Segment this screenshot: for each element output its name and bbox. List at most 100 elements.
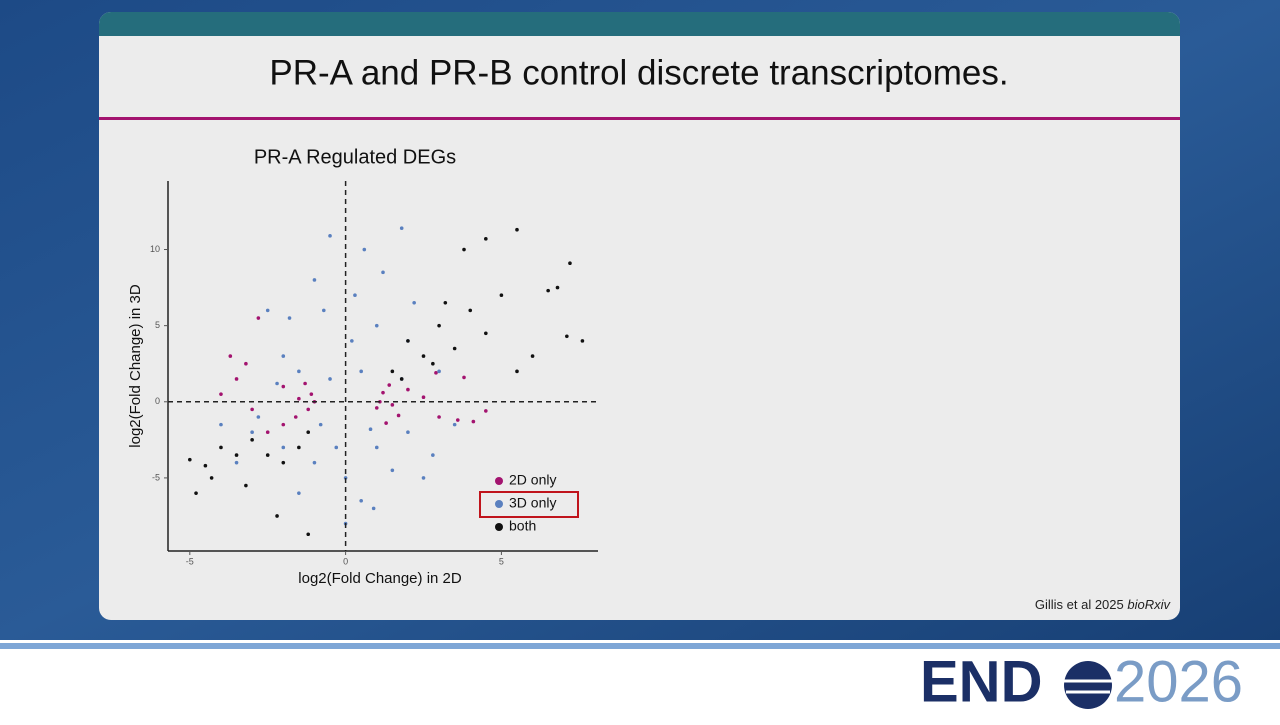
point bbox=[321, 308, 326, 313]
point bbox=[381, 390, 385, 395]
point bbox=[306, 407, 311, 412]
point bbox=[421, 476, 426, 480]
point bbox=[399, 226, 404, 231]
x-tick-label: 0 bbox=[343, 556, 348, 566]
point bbox=[234, 460, 239, 465]
point bbox=[297, 369, 301, 374]
point bbox=[421, 354, 426, 358]
point bbox=[359, 369, 363, 374]
point bbox=[421, 395, 426, 400]
point bbox=[350, 339, 354, 343]
point bbox=[434, 371, 438, 375]
point bbox=[297, 445, 301, 450]
point bbox=[546, 288, 550, 293]
y-tick-label: 10 bbox=[150, 244, 160, 254]
point bbox=[565, 334, 569, 339]
point bbox=[374, 445, 379, 450]
point bbox=[209, 476, 214, 480]
citation-journal: bioRxiv bbox=[1127, 597, 1171, 612]
point bbox=[275, 514, 279, 518]
point bbox=[306, 430, 311, 435]
point bbox=[228, 354, 233, 358]
point bbox=[368, 427, 373, 431]
point bbox=[431, 453, 435, 457]
point bbox=[281, 384, 286, 389]
legend-label: 2D only bbox=[509, 472, 556, 488]
point bbox=[437, 323, 441, 328]
point bbox=[275, 381, 279, 386]
point bbox=[406, 430, 410, 435]
point bbox=[334, 445, 339, 450]
point bbox=[244, 361, 248, 366]
chart-title: PR-A Regulated DEGs bbox=[254, 146, 456, 168]
chart: -5 0 5 -5 0 5 10 2D only 3D only both bbox=[150, 181, 598, 566]
point bbox=[306, 532, 311, 537]
panel-header-bar bbox=[99, 12, 1180, 36]
point bbox=[530, 354, 535, 358]
point bbox=[188, 457, 192, 462]
point bbox=[431, 361, 435, 366]
point bbox=[293, 415, 298, 419]
point bbox=[568, 261, 572, 266]
point bbox=[312, 460, 317, 465]
point bbox=[443, 301, 448, 305]
point bbox=[387, 383, 392, 387]
point bbox=[219, 445, 223, 450]
y-tick-label: 0 bbox=[155, 396, 160, 406]
x-tick-label: 5 bbox=[499, 556, 504, 566]
slide-title: PR-A and PR-B control discrete transcrip… bbox=[269, 53, 1008, 92]
point bbox=[265, 453, 270, 457]
legend-label: both bbox=[509, 518, 536, 534]
point bbox=[555, 285, 560, 290]
point bbox=[390, 403, 395, 407]
point bbox=[406, 387, 410, 392]
point bbox=[484, 409, 488, 413]
x-tick-label: -5 bbox=[186, 556, 194, 566]
point bbox=[452, 346, 457, 351]
point bbox=[281, 422, 286, 427]
citation: Gillis et al 2025 bioRxiv bbox=[1035, 597, 1172, 612]
point bbox=[265, 308, 270, 313]
point bbox=[515, 227, 519, 232]
point bbox=[303, 381, 307, 386]
point bbox=[297, 491, 301, 495]
point bbox=[297, 396, 301, 401]
logo-left: END bbox=[920, 649, 1042, 714]
point bbox=[484, 237, 488, 241]
point bbox=[194, 491, 198, 495]
point bbox=[371, 506, 376, 511]
legend-swatch bbox=[495, 523, 503, 531]
y-tick-label: -5 bbox=[152, 472, 160, 482]
point bbox=[328, 377, 332, 381]
point bbox=[312, 278, 317, 282]
point bbox=[343, 476, 348, 480]
point bbox=[281, 460, 286, 465]
point bbox=[455, 418, 460, 422]
point bbox=[318, 422, 323, 427]
point bbox=[499, 293, 504, 297]
point bbox=[287, 316, 292, 320]
point bbox=[374, 323, 379, 328]
point bbox=[412, 301, 416, 305]
point bbox=[381, 270, 385, 275]
point bbox=[219, 422, 223, 427]
logo-globe bbox=[1064, 661, 1112, 709]
point bbox=[265, 430, 270, 435]
point bbox=[374, 406, 379, 410]
point bbox=[256, 415, 261, 419]
point bbox=[203, 463, 208, 468]
point bbox=[437, 369, 441, 374]
point bbox=[281, 354, 286, 358]
point bbox=[309, 392, 314, 396]
point bbox=[468, 308, 473, 313]
legend-highlight bbox=[479, 491, 579, 518]
y-tick-label: 5 bbox=[155, 320, 160, 330]
point bbox=[452, 422, 457, 427]
point bbox=[471, 419, 476, 424]
y-axis-label: log2(Fold Change) in 3D bbox=[127, 284, 144, 448]
point bbox=[390, 369, 395, 374]
title-rule bbox=[99, 117, 1180, 120]
logo-right: 2026 bbox=[1114, 649, 1243, 714]
point bbox=[359, 498, 363, 503]
point bbox=[384, 421, 388, 425]
